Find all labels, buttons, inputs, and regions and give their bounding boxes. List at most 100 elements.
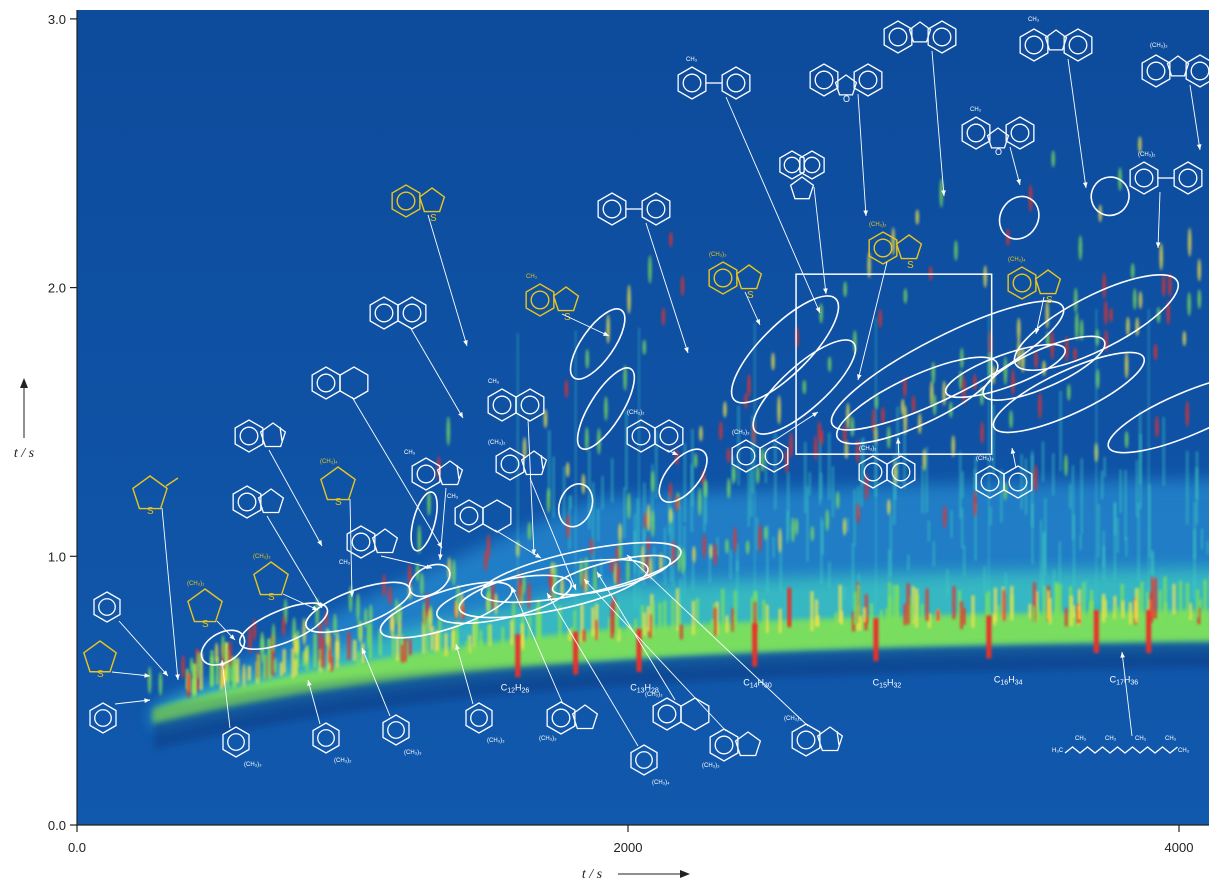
aromatic-peak (650, 509, 655, 538)
aromatic-peak (887, 499, 891, 516)
aromatic-peak (709, 544, 713, 559)
ring (1129, 161, 1159, 195)
leader-line (529, 477, 577, 591)
upper-streak (927, 520, 930, 542)
ring (346, 525, 376, 559)
ring (1005, 116, 1035, 150)
ring-circle (631, 426, 651, 446)
upper-streak (591, 482, 595, 560)
band-peak (1054, 582, 1058, 617)
band-peak (199, 652, 203, 690)
upper-streak (755, 517, 759, 551)
band-peak (403, 638, 407, 662)
band-peak (267, 638, 271, 680)
upper-streak (1058, 541, 1061, 588)
upper-streak (1052, 453, 1055, 496)
alkane-label-2: C14H30 (743, 677, 772, 689)
upper-streak (1059, 390, 1062, 472)
leader-line (221, 659, 231, 729)
structure-thioBenz-17: S (391, 184, 446, 224)
aromatic-peak (951, 435, 956, 458)
band-peak (892, 585, 896, 623)
aromatic-peak (1003, 356, 1008, 386)
upper-streak (820, 516, 823, 585)
aromatic-peak (527, 521, 532, 541)
aromatic-peak (843, 281, 847, 298)
ring-circle (500, 454, 520, 474)
aromatic-peak (315, 597, 319, 628)
aromatic-peak (659, 552, 663, 573)
upper-streak (736, 560, 739, 610)
band-peak (1120, 583, 1124, 617)
aromatic-peak (643, 512, 648, 529)
upper-streak (932, 541, 936, 567)
aromatic-peak (1038, 392, 1042, 420)
aromatic-peak (1124, 431, 1129, 449)
band-peak (210, 656, 214, 686)
aromatic-peak (428, 607, 432, 634)
upper-streak (597, 508, 600, 541)
upper-streak (703, 476, 706, 533)
leader-arrowhead (1016, 179, 1021, 185)
upper-streak (1162, 417, 1165, 486)
aromatic-peak (855, 439, 860, 464)
leader-arrowhead (857, 374, 862, 380)
upper-streak (1079, 534, 1082, 550)
upper-streak (818, 438, 822, 505)
alkane-tail-5 (987, 314, 990, 611)
band-peak (422, 622, 426, 654)
upper-streak (547, 430, 551, 497)
upper-streak (1084, 579, 1087, 601)
upper-streak (1030, 454, 1034, 528)
leader-line (645, 222, 689, 354)
ring (883, 20, 913, 54)
ring-circle (396, 191, 416, 211)
aromatic-peak (551, 574, 556, 603)
upper-streak (831, 466, 835, 518)
leader-arrowhead (895, 438, 901, 444)
upper-streak (569, 495, 573, 509)
upper-streak (1200, 528, 1204, 550)
band-peak (527, 616, 532, 646)
structure-biphMe2-41: (CH₃)₂ (1129, 152, 1203, 195)
aromatic-peak (1185, 400, 1190, 428)
ring (495, 447, 525, 481)
leader-arrowhead (162, 670, 168, 676)
upper-streak (1150, 549, 1154, 575)
upper-streak (764, 448, 768, 484)
structure-indene-8 (234, 419, 287, 453)
band-peak (834, 612, 838, 633)
ring-circle (1178, 168, 1198, 188)
band-peak (313, 633, 317, 668)
leader-arrowhead (531, 549, 537, 555)
aromatic-peak (903, 405, 908, 435)
aromatic-peak (850, 416, 855, 437)
structure-indeneMe-15: CH₃ (404, 450, 464, 491)
upper-streak (636, 498, 639, 556)
aromatic-peak (356, 593, 360, 622)
band-peak (435, 630, 439, 650)
aromatic-peak (942, 504, 947, 529)
band-peak (658, 602, 662, 634)
structure-indane-7 (232, 485, 285, 519)
band-peak (959, 601, 964, 630)
band-peak (1163, 576, 1167, 616)
band-peak (256, 654, 261, 681)
band-peak (642, 612, 647, 636)
band-peak (591, 607, 595, 637)
upper-streak (772, 536, 775, 558)
leader-arrowhead (455, 644, 460, 650)
leader-line (455, 643, 474, 705)
aromatic-peak (680, 275, 685, 297)
upper-streak (552, 456, 555, 518)
upper-streak (1135, 460, 1139, 518)
band-peak (232, 657, 237, 687)
upper-streak (633, 530, 637, 611)
ring-circle (459, 506, 479, 526)
alkane-peak-7 (1146, 610, 1152, 654)
band-peak (710, 619, 714, 638)
aromatic-peak (954, 240, 958, 261)
band-peak (520, 623, 524, 650)
ring-circle (237, 492, 257, 512)
band-peak (472, 622, 476, 648)
